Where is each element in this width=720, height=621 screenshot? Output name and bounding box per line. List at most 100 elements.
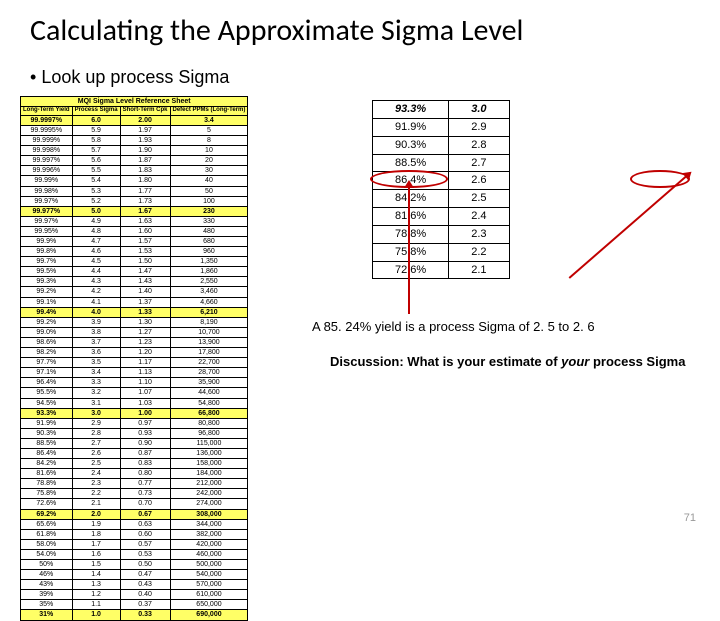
table-cell: 2.9 (72, 418, 120, 428)
table-cell: 115,000 (170, 438, 248, 448)
table-cell: 0.60 (120, 529, 170, 539)
table-cell: 2.3 (72, 479, 120, 489)
callout-cell: 72.6% (373, 261, 449, 279)
table-cell: 88.5% (21, 438, 73, 448)
table-row: 99.0%3.81.2710,700 (21, 327, 248, 337)
table-cell: 5.2 (72, 196, 120, 206)
table-row: 96.4%3.31.1035,900 (21, 378, 248, 388)
table-cell: 1.97 (120, 125, 170, 135)
table-cell: 1.83 (120, 166, 170, 176)
callout-row: 75.8%2.2 (373, 243, 510, 261)
table-cell: 58.0% (21, 539, 73, 549)
callout-cell: 91.9% (373, 118, 449, 136)
table-cell: 99.4% (21, 307, 73, 317)
table-cell: 10 (170, 146, 248, 156)
table-cell: 65.6% (21, 519, 73, 529)
table-cell: 1.17 (120, 358, 170, 368)
caption-discussion: Discussion: What is your estimate of you… (330, 353, 720, 371)
callout-cell: 2.8 (449, 136, 509, 154)
table-row: 93.3%3.01.0066,800 (21, 408, 248, 418)
callout-cell: 93.3% (373, 101, 449, 119)
callout-cell: 75.8% (373, 243, 449, 261)
table-cell: 98.2% (21, 348, 73, 358)
table-cell: 1.7 (72, 539, 120, 549)
table-cell: 28,700 (170, 368, 248, 378)
table-row: 99.98%5.31.7750 (21, 186, 248, 196)
table-row: 65.6%1.90.63344,000 (21, 519, 248, 529)
callout-row: 78.8%2.3 (373, 225, 510, 243)
caption-result: A 85. 24% yield is a process Sigma of 2.… (312, 319, 595, 334)
table-cell: 97.7% (21, 358, 73, 368)
table-cell: 2.6 (72, 448, 120, 458)
table-row: 54.0%1.60.53460,000 (21, 549, 248, 559)
table-cell: 30 (170, 166, 248, 176)
table-row: 50%1.50.50500,000 (21, 560, 248, 570)
table-cell: 500,000 (170, 560, 248, 570)
table-cell: 5 (170, 125, 248, 135)
table-row: 90.3%2.80.9396,800 (21, 428, 248, 438)
callout-cell: 2.6 (449, 172, 509, 190)
table-cell: 61.8% (21, 529, 73, 539)
table-cell: 274,000 (170, 499, 248, 509)
table-cell: 4.2 (72, 287, 120, 297)
sigma-reference-table: MQI Sigma Level Reference Sheet Long-Ter… (20, 96, 248, 621)
table-cell: 2.2 (72, 489, 120, 499)
table-cell: 1.43 (120, 277, 170, 287)
table-cell: 1.2 (72, 590, 120, 600)
table-cell: 0.77 (120, 479, 170, 489)
table-cell: 96,800 (170, 428, 248, 438)
table-cell: 4.5 (72, 257, 120, 267)
arrow-to-yield (408, 182, 410, 314)
callout-row: 81.6%2.4 (373, 208, 510, 226)
table-row: 35%1.10.37650,000 (21, 600, 248, 610)
callout-row: 93.3%3.0 (373, 101, 510, 119)
table-cell: 0.87 (120, 448, 170, 458)
callout-row: 84.2%2.5 (373, 190, 510, 208)
table-cell: 50% (21, 560, 73, 570)
callout-cell: 90.3% (373, 136, 449, 154)
table-cell: 6.0 (72, 115, 120, 125)
table-cell: 1.23 (120, 337, 170, 347)
table-cell: 4.4 (72, 267, 120, 277)
table-cell: 650,000 (170, 600, 248, 610)
table-row: 99.2%3.91.308,190 (21, 317, 248, 327)
callout-table: 93.3%3.091.9%2.990.3%2.888.5%2.786.4%2.6… (372, 100, 510, 279)
table-cell: 1.47 (120, 267, 170, 277)
table-cell: 81.6% (21, 469, 73, 479)
table-cell: 0.63 (120, 519, 170, 529)
table-cell: 1.60 (120, 226, 170, 236)
table-cell: 0.83 (120, 459, 170, 469)
table-row: 99.977%5.01.67230 (21, 206, 248, 216)
table-cell: 99.7% (21, 257, 73, 267)
table-cell: 4.3 (72, 277, 120, 287)
table-cell: 99.996% (21, 166, 73, 176)
callout-row: 72.6%2.1 (373, 261, 510, 279)
table-cell: 99.98% (21, 186, 73, 196)
discussion-text-a: Discussion: What is your estimate of (330, 354, 561, 369)
table-row: 99.5%4.41.471,860 (21, 267, 248, 277)
callout-cell: 2.7 (449, 154, 509, 172)
table-cell: 1.10 (120, 378, 170, 388)
column-header: Short-Term Cpk (120, 107, 170, 116)
table-row: 97.1%3.41.1328,700 (21, 368, 248, 378)
table-row: 99.1%4.11.374,660 (21, 297, 248, 307)
table-row: 99.999%5.81.938 (21, 136, 248, 146)
table-cell: 44,600 (170, 388, 248, 398)
callout-cell: 81.6% (373, 208, 449, 226)
table-cell: 1.13 (120, 368, 170, 378)
table-cell: 2.8 (72, 428, 120, 438)
table-row: 98.2%3.61.2017,800 (21, 348, 248, 358)
table-cell: 31% (21, 610, 73, 620)
table-cell: 0.43 (120, 580, 170, 590)
table-cell: 93.3% (21, 408, 73, 418)
table-cell: 2.5 (72, 459, 120, 469)
table-cell: 0.40 (120, 590, 170, 600)
table-cell: 1.50 (120, 257, 170, 267)
column-header: Defect PPMs (Long-Term) (170, 107, 248, 116)
table-cell: 1.1 (72, 600, 120, 610)
table-cell: 0.70 (120, 499, 170, 509)
table-cell: 99.9% (21, 237, 73, 247)
table-cell: 20 (170, 156, 248, 166)
table-cell: 960 (170, 247, 248, 257)
table-cell: 1.80 (120, 176, 170, 186)
